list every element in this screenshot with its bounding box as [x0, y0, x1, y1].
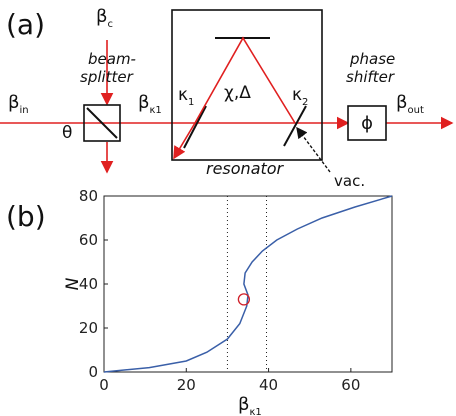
beta-in: βin [8, 92, 29, 116]
panel-label: (a) [6, 8, 45, 41]
x-tick-label: 20 [177, 376, 196, 394]
cavity-path [194, 36, 296, 124]
subscript: 2 [302, 97, 308, 108]
panel-a: (a) ϕ βc beam- splitter βin θ βκ1 κ1 χ,Δ… [0, 6, 454, 190]
symbol: β [396, 92, 408, 113]
panel-label: (b) [6, 200, 46, 233]
y-tick-label: 40 [79, 275, 98, 293]
x-axis-label: βκ1 [238, 394, 262, 416]
plot-frame [103, 195, 393, 373]
mirror [183, 105, 207, 149]
x-tick-label: 60 [341, 376, 360, 394]
symbol: β [96, 6, 108, 27]
subscript: in [20, 105, 29, 116]
symbol: β [238, 394, 250, 415]
y-tick-label: 20 [79, 319, 98, 337]
theta: θ [62, 123, 72, 143]
panel-b: (b) N βκ1 0 20 40 60 0 20 40 60 80 [6, 187, 393, 416]
beta-out: βout [396, 92, 424, 116]
subscript: κ1 [150, 105, 162, 116]
vacuum-input [296, 126, 331, 173]
beam-splitter [83, 104, 121, 142]
subscript: 1 [188, 97, 194, 108]
y-tick-label: 80 [79, 187, 98, 205]
x-tick-label: 40 [259, 376, 278, 394]
x-tick-label: 0 [99, 376, 109, 394]
subscript: κ1 [250, 407, 262, 416]
symbol: β [8, 92, 20, 113]
symbol: κ [292, 85, 302, 105]
subscript: c [108, 19, 114, 30]
phase-label: phase [349, 50, 395, 68]
chi-delta: χ,Δ [224, 83, 251, 103]
splitter-mirror [86, 107, 118, 139]
vac-label: vac. [334, 172, 365, 190]
splitter-label: splitter [80, 68, 134, 86]
kappa-1: κ1 [178, 85, 194, 108]
beta-k1: βκ1 [138, 92, 162, 116]
phi: ϕ [361, 113, 373, 134]
y-axis-label: N [63, 277, 83, 290]
beta-c: βc [96, 6, 113, 30]
resonator-label: resonator [206, 159, 285, 178]
symbol: β [138, 92, 150, 113]
shifter-label: shifter [346, 68, 395, 86]
kappa-2: κ2 [292, 85, 308, 108]
y-tick-label: 60 [79, 231, 98, 249]
mirror [283, 105, 307, 147]
beam [173, 122, 196, 160]
subscript: out [408, 105, 424, 116]
curve [103, 195, 393, 373]
marker [237, 293, 251, 306]
phase-shifter [347, 105, 387, 141]
resonator-box [171, 9, 323, 161]
symbol: κ [178, 85, 188, 105]
y-tick-label: 0 [88, 363, 98, 381]
beam-label: beam- [88, 50, 136, 68]
